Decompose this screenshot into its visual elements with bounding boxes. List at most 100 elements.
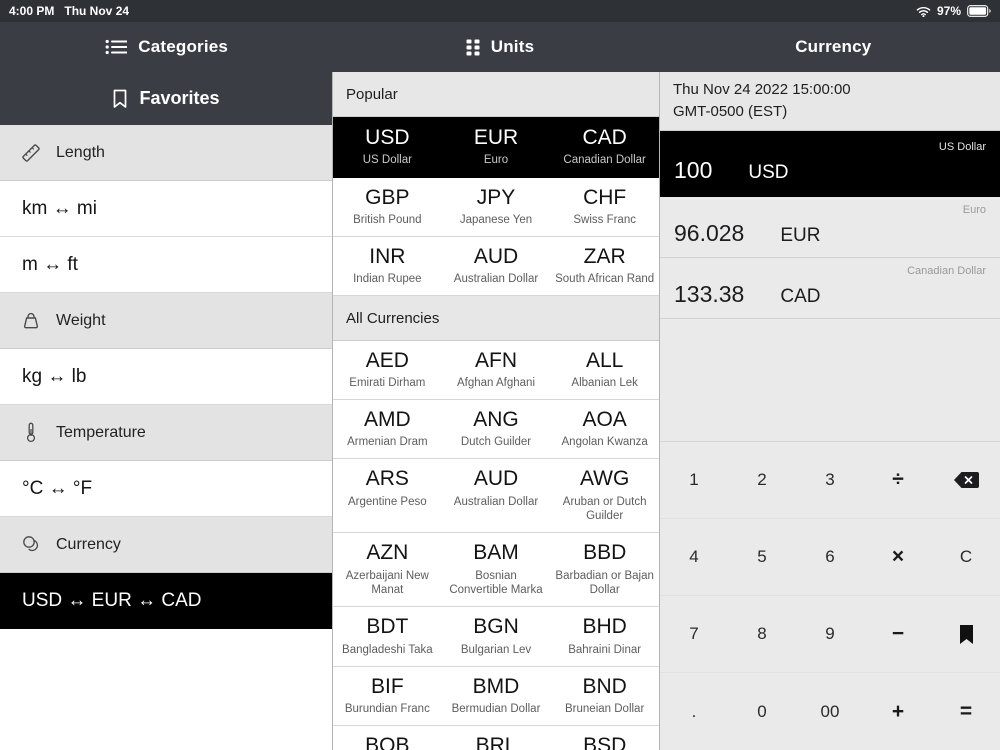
currency-code: ARS xyxy=(365,467,409,491)
currency-cell[interactable]: BDT Bangladeshi Taka xyxy=(333,607,442,667)
currency-cell[interactable]: AWG Aruban or Dutch Guilder xyxy=(550,459,659,534)
key-backspace[interactable] xyxy=(932,442,1000,519)
currency-cell[interactable]: AZN Azerbaijani New Manat xyxy=(333,533,442,608)
currency-name: Indian Rupee xyxy=(353,273,422,286)
currency-cell[interactable]: BGN Bulgarian Lev xyxy=(441,607,551,667)
currency-cell[interactable]: BRL Brazilian Real xyxy=(442,726,551,750)
key-8[interactable]: 8 xyxy=(728,596,796,673)
currency-name: Bruneian Dollar xyxy=(565,702,645,715)
key-clear[interactable]: C xyxy=(932,519,1000,596)
timestamp: Thu Nov 24 2022 15:00:00 GMT-0500 (EST) xyxy=(660,72,1000,131)
bookmark-outline-icon xyxy=(112,89,128,109)
all-currencies-header-label: All Currencies xyxy=(346,309,440,327)
key-equals[interactable]: = xyxy=(932,673,1000,750)
key-decimal[interactable]: . xyxy=(660,673,728,750)
converter-row-usd[interactable]: US Dollar 100 USD xyxy=(660,130,1000,197)
currency-cell[interactable]: AED Emirati Dirham xyxy=(333,341,442,401)
currency-cell[interactable]: GBP British Pound xyxy=(333,178,442,238)
currency-cell[interactable]: AMD Armenian Dram xyxy=(333,400,442,460)
key-6[interactable]: 6 xyxy=(796,519,864,596)
currency-code: BGN xyxy=(473,615,519,639)
currency-code: BMD xyxy=(472,674,520,698)
key-0[interactable]: 0 xyxy=(728,673,796,750)
converter-row-eur[interactable]: Euro 96.028 EUR xyxy=(660,197,1000,258)
currency-full-name: Canadian Dollar xyxy=(907,265,986,278)
sidebar-category-length[interactable]: Length xyxy=(0,125,332,181)
currency-code: CAD xyxy=(582,126,627,149)
currency-cell[interactable]: BOB Bolivian Boliviano xyxy=(333,726,442,750)
key-bookmark[interactable] xyxy=(932,596,1000,673)
converter-panel: Thu Nov 24 2022 15:00:00 GMT-0500 (EST) … xyxy=(660,72,1000,750)
key-multiply[interactable]: × xyxy=(864,519,932,596)
favorites-header: Favorites xyxy=(0,72,332,125)
sidebar-category-weight[interactable]: Weight xyxy=(0,293,332,349)
amount-value: 96.028 xyxy=(674,219,745,246)
sidebar-category-currency[interactable]: Currency xyxy=(0,517,332,573)
currency-code: BND xyxy=(582,674,627,698)
currency-cell[interactable]: BIF Burundian Franc xyxy=(333,667,442,726)
key-00[interactable]: 00 xyxy=(796,673,864,750)
category-label: Weight xyxy=(56,311,106,329)
currency-cell[interactable]: BAM Bosnian Convertible Marka xyxy=(441,533,551,608)
currency-code: EUR xyxy=(473,126,519,149)
currency-name: Barbadian or Bajan Dollar xyxy=(555,569,654,597)
popular-grid: GBP British Pound JPY Japanese Yen CHF S… xyxy=(333,178,659,297)
currency-cell[interactable]: ALL Albanian Lek xyxy=(550,341,659,401)
currency-cell[interactable]: BSD Bahamian Dollar xyxy=(550,726,659,750)
key-4[interactable]: 4 xyxy=(660,519,728,596)
currency-cell[interactable]: AUD Australian Dollar xyxy=(441,237,551,297)
key-7[interactable]: 7 xyxy=(660,596,728,673)
currency-name: US Dollar xyxy=(362,154,412,167)
currency-cell[interactable]: JPY Japanese Yen xyxy=(441,178,551,238)
currency-cell[interactable]: BBD Barbadian or Bajan Dollar xyxy=(550,533,659,608)
currency-code: CHF xyxy=(583,186,627,210)
currency-code: AUD xyxy=(473,245,519,269)
currency-cell[interactable]: BMD Bermudian Dollar xyxy=(441,667,551,726)
currency-cell[interactable]: AUD Australian Dollar xyxy=(441,459,551,534)
currency-cell-cad[interactable]: CAD Canadian Dollar xyxy=(550,117,659,179)
currency-cell[interactable]: ARS Argentine Peso xyxy=(333,459,442,534)
currency-cell[interactable]: ANG Dutch Guilder xyxy=(441,400,551,460)
popular-header: Popular xyxy=(333,72,659,117)
key-1[interactable]: 1 xyxy=(660,442,728,519)
converter-row-cad[interactable]: Canadian Dollar 133.38 CAD xyxy=(660,258,1000,319)
nav-units-label: Units xyxy=(490,37,535,56)
currency-name: Emirati Dirham xyxy=(349,377,426,390)
key-minus[interactable]: − xyxy=(864,596,932,673)
currency-name: Japanese Yen xyxy=(459,214,533,227)
currency-cell[interactable]: BND Bruneian Dollar xyxy=(550,667,659,726)
nav-units[interactable]: Units xyxy=(333,22,666,72)
favorite-c-f[interactable]: °C ↔ °F xyxy=(0,461,332,517)
currency-cell[interactable]: ZAR South African Rand xyxy=(550,237,659,297)
nav-bar: Categories Units Currency xyxy=(0,22,1000,72)
key-3[interactable]: 3 xyxy=(796,442,864,519)
sidebar: Favorites Length km ↔ mi m ↔ ft Weight xyxy=(0,72,333,750)
currency-cell-usd[interactable]: USD US Dollar xyxy=(333,117,442,179)
favorite-kg-lb[interactable]: kg ↔ lb xyxy=(0,349,332,405)
key-divide[interactable]: ÷ xyxy=(864,442,932,519)
sidebar-category-temperature[interactable]: Temperature xyxy=(0,405,332,461)
currency-code: INR xyxy=(369,245,406,269)
currency-cell[interactable]: AOA Angolan Kwanza xyxy=(550,400,659,460)
currency-name: Bahraini Dinar xyxy=(568,643,642,656)
currency-code: ZAR xyxy=(583,245,626,269)
currency-cell[interactable]: INR Indian Rupee xyxy=(333,237,442,297)
nav-categories[interactable]: Categories xyxy=(0,22,333,72)
key-2[interactable]: 2 xyxy=(728,442,796,519)
currency-cell-eur[interactable]: EUR Euro xyxy=(441,117,551,179)
nav-categories-label: Categories xyxy=(138,37,229,56)
favorite-km-mi[interactable]: km ↔ mi xyxy=(0,181,332,237)
favorite-m-ft[interactable]: m ↔ ft xyxy=(0,237,332,293)
currency-cell[interactable]: CHF Swiss Franc xyxy=(550,178,659,238)
currency-code: AED xyxy=(365,349,409,373)
currency-cell[interactable]: AFN Afghan Afghani xyxy=(441,341,551,401)
key-5[interactable]: 5 xyxy=(728,519,796,596)
currency-name: Aruban or Dutch Guilder xyxy=(562,495,647,523)
category-label: Currency xyxy=(56,535,121,553)
favorite-usd-eur-cad[interactable]: USD ↔ EUR ↔ CAD xyxy=(0,573,332,629)
currency-code: BHD xyxy=(582,615,627,639)
key-plus[interactable]: + xyxy=(864,673,932,750)
key-9[interactable]: 9 xyxy=(796,596,864,673)
currency-name: Azerbaijani New Manat xyxy=(345,569,429,597)
currency-cell[interactable]: BHD Bahraini Dinar xyxy=(550,607,659,667)
